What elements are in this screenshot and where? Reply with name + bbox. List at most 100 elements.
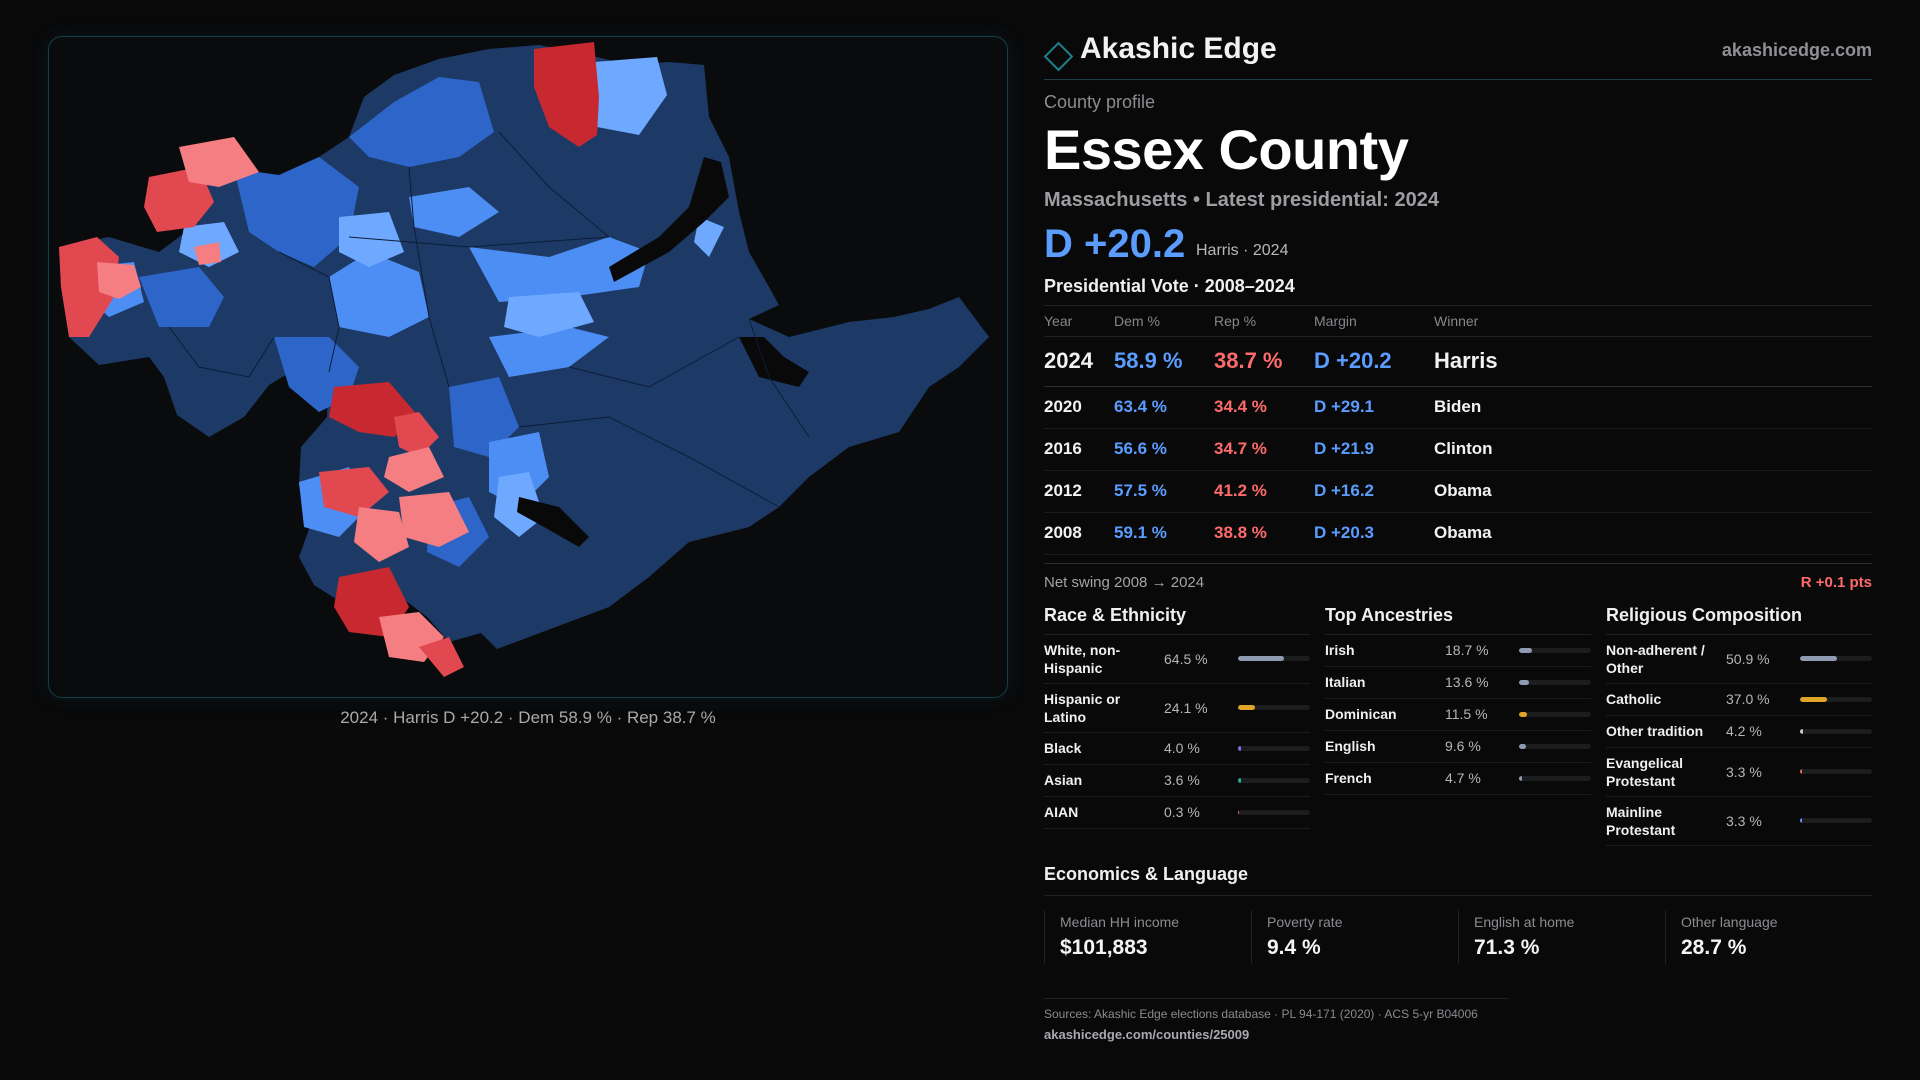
econ-stat-other-language: Other language 28.7 % — [1665, 909, 1872, 964]
precinct-map[interactable] — [49, 37, 1008, 698]
stat-bar-track — [1519, 679, 1591, 685]
precinct[interactable] — [419, 637, 464, 677]
header-margin: Margin — [1314, 306, 1434, 337]
stat-bar-track — [1238, 809, 1310, 815]
stat-row: Dominican 11.5 % — [1325, 699, 1591, 731]
stat-value: 64.5 % — [1164, 650, 1208, 667]
vote-table-title: Presidential Vote · 2008–2024 — [1044, 276, 1872, 306]
stat-bar-track — [1519, 775, 1591, 781]
precinct[interactable] — [694, 217, 724, 257]
stat-bar-fill — [1238, 777, 1241, 783]
row-rep: 38.8 % — [1214, 512, 1314, 555]
demographics-columns: Race & Ethnicity White, non-Hispanic 64.5… — [1044, 605, 1872, 846]
stat-label: Mainline Protestant — [1606, 803, 1676, 838]
row-margin: D +16.2 — [1314, 470, 1434, 513]
precinct[interactable] — [409, 187, 499, 237]
economics-title: Economics & Language — [1044, 864, 1872, 896]
brand-name[interactable]: Akashic Edge — [1080, 32, 1277, 65]
row-year: 2020 — [1044, 386, 1114, 429]
stat-row: Italian 13.6 % — [1325, 667, 1591, 699]
stat-bar-track — [1238, 656, 1310, 661]
county-profile-panel: Akashic Edge akashicedge.com County prof… — [1043, 28, 1872, 1042]
stat-row: AIAN 0.3 % — [1044, 797, 1310, 829]
net-swing-row: Net swing 2008 → 2024 R +0.1 pts — [1044, 562, 1872, 597]
sources-line: Sources: Akashic Edge elections database… — [1044, 1006, 1478, 1021]
row-dem: 56.6 % — [1114, 428, 1214, 471]
stat-value: 4.2 % — [1726, 723, 1762, 739]
stat-row: English 9.6 % — [1325, 731, 1591, 763]
precinct[interactable] — [384, 447, 444, 492]
table-row[interactable]: 2016 56.6 % 34.7 % D +21.9 Clinton — [1044, 428, 1872, 471]
county-map[interactable] — [48, 36, 1008, 698]
precinct[interactable] — [449, 377, 519, 457]
row-year: 2008 — [1044, 512, 1114, 555]
precinct[interactable] — [354, 507, 409, 562]
header-dem: Dem % — [1114, 306, 1214, 337]
precinct[interactable] — [59, 237, 119, 337]
row-dem: 57.5 % — [1114, 470, 1214, 513]
row-winner: Clinton — [1434, 428, 1872, 471]
precinct-boundaries — [168, 131, 810, 508]
econ-stat-income: Median HH income $101,883 — [1044, 909, 1251, 964]
stat-label: Non-adherent / Other — [1606, 641, 1705, 676]
coastal-inlet — [739, 337, 809, 387]
precinct[interactable] — [534, 42, 599, 147]
stat-label: Catholic — [1606, 691, 1662, 707]
precinct[interactable] — [194, 242, 221, 265]
precinct[interactable] — [139, 267, 224, 327]
precinct[interactable] — [489, 327, 609, 377]
stat-bar-track — [1238, 745, 1310, 751]
table-row[interactable]: 2024 58.9 % 38.7 % D +20.2 Harris — [1044, 336, 1872, 387]
stat-value: 37.0 % — [1726, 691, 1770, 707]
header-rep: Rep % — [1214, 306, 1314, 337]
stat-row: Irish 18.7 % — [1325, 635, 1591, 667]
religion-title: Religious Composition — [1606, 605, 1872, 635]
stat-bar-track — [1238, 777, 1310, 783]
stat-bar-fill — [1519, 743, 1526, 749]
stat-bar-fill — [1800, 696, 1827, 702]
precinct[interactable] — [504, 292, 594, 337]
precinct[interactable] — [399, 492, 469, 547]
stat-bar-fill — [1238, 745, 1241, 751]
precinct[interactable] — [329, 252, 429, 337]
diamond-logo-icon — [1043, 41, 1074, 72]
econ-stat-poverty: Poverty rate 9.4 % — [1251, 909, 1458, 964]
row-year: 2024 — [1044, 336, 1114, 387]
precinct[interactable] — [394, 412, 439, 457]
table-row[interactable]: 2008 59.1 % 38.8 % D +20.3 Obama — [1044, 512, 1872, 555]
table-row[interactable]: 2020 63.4 % 34.4 % D +29.1 Biden — [1044, 386, 1872, 429]
header-winner: Winner — [1434, 306, 1872, 337]
sources-url-link[interactable]: akashicedge.com/counties/25009 — [1044, 1026, 1250, 1042]
ancestry-section: Top Ancestries Irish 18.7 % Italian 13.6 % D… — [1325, 605, 1591, 846]
precinct[interactable] — [594, 57, 667, 135]
page-title: Essex County — [1044, 118, 1409, 181]
row-year: 2012 — [1044, 470, 1114, 513]
precinct[interactable] — [469, 237, 649, 302]
stat-value: 3.6 % — [1164, 772, 1200, 788]
stat-bar-fill — [1800, 818, 1803, 823]
stat-bar-track — [1238, 705, 1310, 710]
net-swing-value: R +0.1 pts — [1800, 573, 1872, 591]
stat-row: Black 4.0 % — [1044, 733, 1310, 765]
brand-url-link[interactable]: akashicedge.com — [1721, 40, 1872, 60]
sources-footer: Sources: Akashic Edge elections database… — [1044, 997, 1509, 1042]
stat-value: 3.3 % — [1726, 763, 1762, 780]
coastal-inlet — [609, 157, 729, 282]
precinct[interactable] — [349, 77, 494, 167]
econ-label: English at home — [1474, 913, 1575, 930]
row-margin: D +20.2 — [1314, 336, 1434, 387]
stat-bar-fill — [1238, 705, 1256, 710]
row-year: 2016 — [1044, 428, 1114, 471]
row-dem: 63.4 % — [1114, 386, 1214, 429]
econ-value: 71.3 % — [1474, 935, 1540, 959]
precinct[interactable] — [339, 212, 404, 267]
precinct[interactable] — [234, 157, 359, 267]
stat-label: Other tradition — [1606, 723, 1704, 739]
precinct[interactable] — [179, 137, 259, 187]
table-row[interactable]: 2012 57.5 % 41.2 % D +16.2 Obama — [1044, 470, 1872, 513]
econ-label: Other language — [1681, 913, 1778, 930]
stat-bar-track — [1519, 711, 1591, 717]
header-year: Year — [1044, 306, 1114, 337]
precinct[interactable] — [319, 467, 389, 517]
precinct[interactable] — [97, 262, 141, 299]
